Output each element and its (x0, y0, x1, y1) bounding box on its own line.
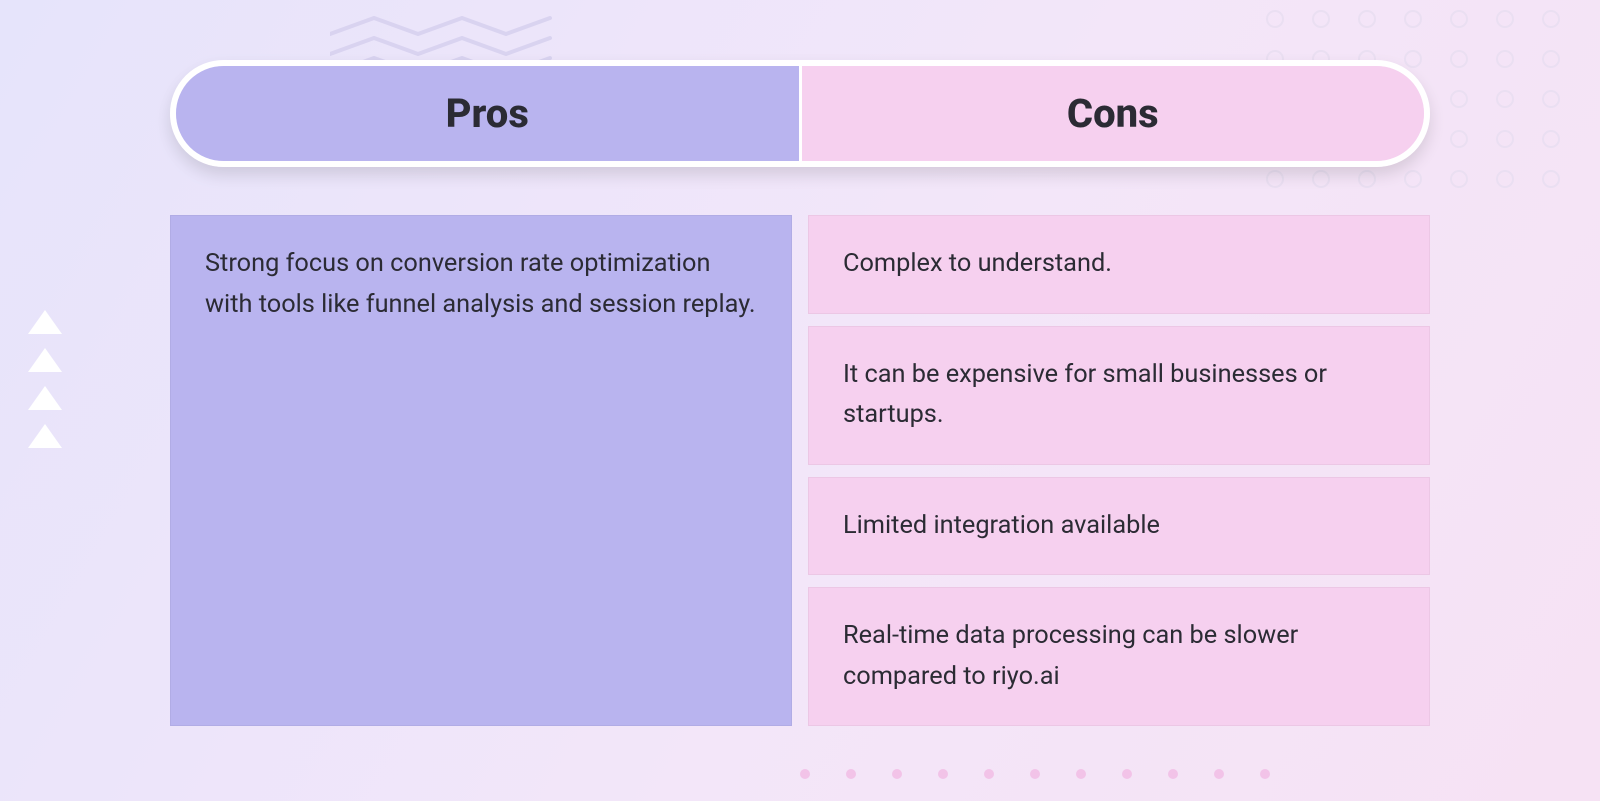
header-cons-label: Cons (1067, 90, 1159, 137)
cons-card: It can be expensive for small businesses… (808, 326, 1430, 465)
cons-item-text: It can be expensive for small businesses… (843, 360, 1327, 430)
dot-decor (1076, 769, 1086, 779)
dot-decor (1214, 769, 1224, 779)
dot-decor (938, 769, 948, 779)
columns: Strong focus on conversion rate optimiza… (170, 215, 1430, 726)
header-pill: Pros Cons (170, 60, 1430, 167)
dot-decor (892, 769, 902, 779)
cons-item-text: Limited integration available (843, 511, 1160, 540)
cons-card: Complex to understand. (808, 215, 1430, 314)
header-pros: Pros (176, 66, 799, 161)
dot-decor (1122, 769, 1132, 779)
pros-item-text: Strong focus on conversion rate optimiza… (205, 249, 756, 319)
dot-decor (1168, 769, 1178, 779)
dots-row-decor (800, 769, 1270, 779)
dot-decor (800, 769, 810, 779)
dot-decor (1260, 769, 1270, 779)
content-wrapper: Pros Cons Strong focus on conversion rat… (0, 0, 1600, 726)
cons-card: Limited integration available (808, 477, 1430, 576)
dot-decor (1030, 769, 1040, 779)
dot-decor (846, 769, 856, 779)
header-cons: Cons (802, 66, 1425, 161)
dot-decor (984, 769, 994, 779)
pros-card: Strong focus on conversion rate optimiza… (170, 215, 792, 726)
pros-column: Strong focus on conversion rate optimiza… (170, 215, 792, 726)
cons-item-text: Real-time data processing can be slower … (843, 621, 1298, 691)
header-pros-label: Pros (446, 90, 529, 137)
cons-item-text: Complex to understand. (843, 249, 1112, 278)
cons-column: Complex to understand. It can be expensiv… (808, 215, 1430, 726)
cons-card: Real-time data processing can be slower … (808, 587, 1430, 726)
